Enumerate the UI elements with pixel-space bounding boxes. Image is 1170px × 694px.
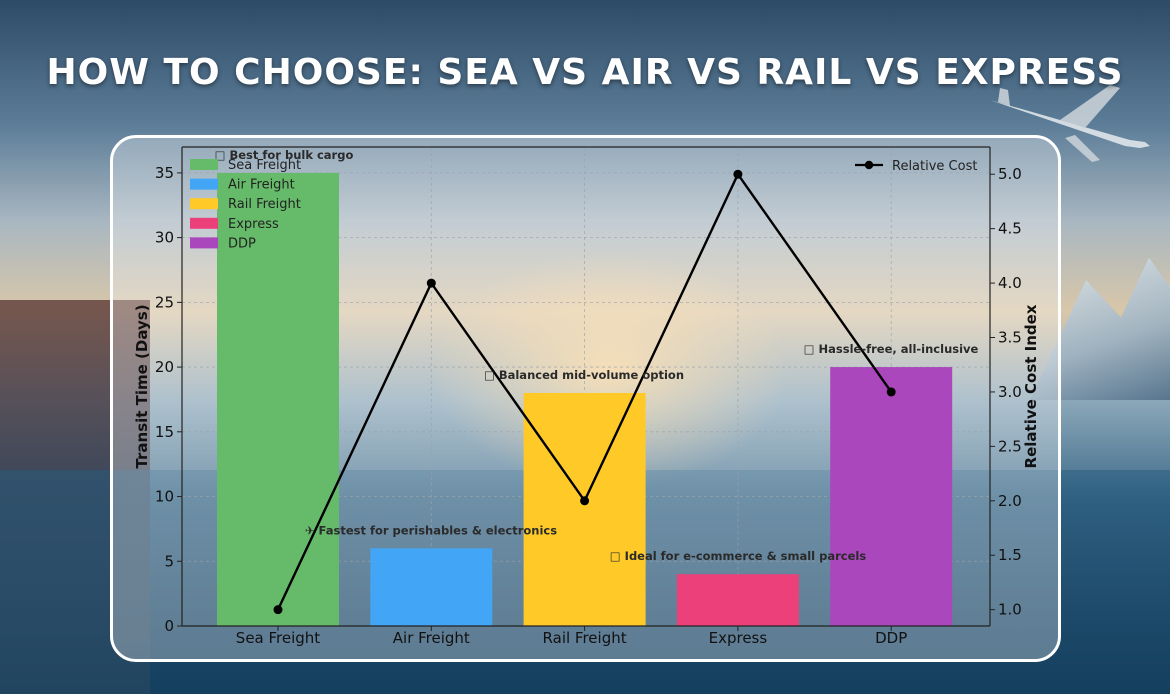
legend-swatch (190, 237, 218, 249)
y-tick-label: 20 (155, 358, 174, 376)
airplane-icon (990, 85, 1150, 162)
y-tick-label: 35 (155, 164, 174, 182)
annotation-label: □ Balanced mid-volume option (484, 368, 684, 382)
legend-label: Sea Freight (228, 158, 301, 173)
y-tick-label: 30 (155, 229, 174, 247)
legend-swatch (190, 178, 218, 190)
relative-cost-point (273, 605, 283, 615)
y2-tick-label: 5.0 (998, 165, 1022, 183)
bar-express (676, 574, 799, 626)
y-tick-label: 25 (155, 293, 174, 311)
y2-tick-label: 1.5 (998, 546, 1022, 564)
legend-label: Rail Freight (228, 197, 301, 212)
relative-cost-point (733, 169, 743, 179)
x-tick-label: DDP (875, 629, 907, 647)
x-tick-label: Rail Freight (543, 629, 627, 647)
legend-line-marker (864, 160, 874, 170)
legend-label: DDP (228, 236, 256, 251)
y2-tick-label: 3.5 (998, 329, 1022, 347)
y-tick-label: 5 (164, 552, 174, 570)
y2-tick-label: 3.0 (998, 383, 1022, 401)
bar-sea-freight (217, 172, 339, 626)
bar-air-freight (370, 548, 493, 626)
y2-axis-label: Relative Cost Index (1022, 304, 1040, 468)
legend-label: Express (228, 217, 279, 232)
legend-line-label: Relative Cost (892, 159, 977, 174)
legend-label: Air Freight (228, 178, 295, 193)
relative-cost-point (886, 387, 896, 397)
y-tick-label: 10 (155, 488, 174, 506)
x-tick-label: Express (709, 629, 768, 647)
relative-cost-point (580, 496, 590, 506)
legend-swatch (190, 159, 218, 170)
annotation-label: □ Ideal for e-commerce & small parcels (610, 549, 867, 563)
bar-rail-freight (523, 392, 646, 626)
y2-tick-label: 4.0 (998, 274, 1022, 292)
annotation-label: □ Hassle-free, all-inclusive (804, 342, 979, 356)
x-tick-label: Sea Freight (236, 629, 321, 647)
y2-tick-label: 2.0 (998, 492, 1022, 510)
legend-swatch (190, 217, 218, 229)
y-tick-label: 15 (155, 423, 174, 441)
annotation-label: □ Best for bulk cargo (215, 148, 354, 162)
legend-swatch (190, 198, 218, 210)
y-tick-label: 0 (164, 617, 174, 635)
relative-cost-point (426, 278, 436, 288)
y-axis-label: Transit Time (Days) (133, 304, 151, 468)
y2-tick-label: 4.5 (998, 220, 1022, 238)
y2-tick-label: 1.0 (998, 601, 1022, 619)
y2-tick-label: 2.5 (998, 437, 1022, 455)
annotation-label: ✈ Fastest for perishables & electronics (305, 523, 557, 537)
x-tick-label: Air Freight (393, 629, 470, 647)
page-title: HOW TO CHOOSE: SEA VS AIR VS RAIL VS EXP… (46, 52, 1124, 93)
bar-ddp (830, 367, 953, 626)
